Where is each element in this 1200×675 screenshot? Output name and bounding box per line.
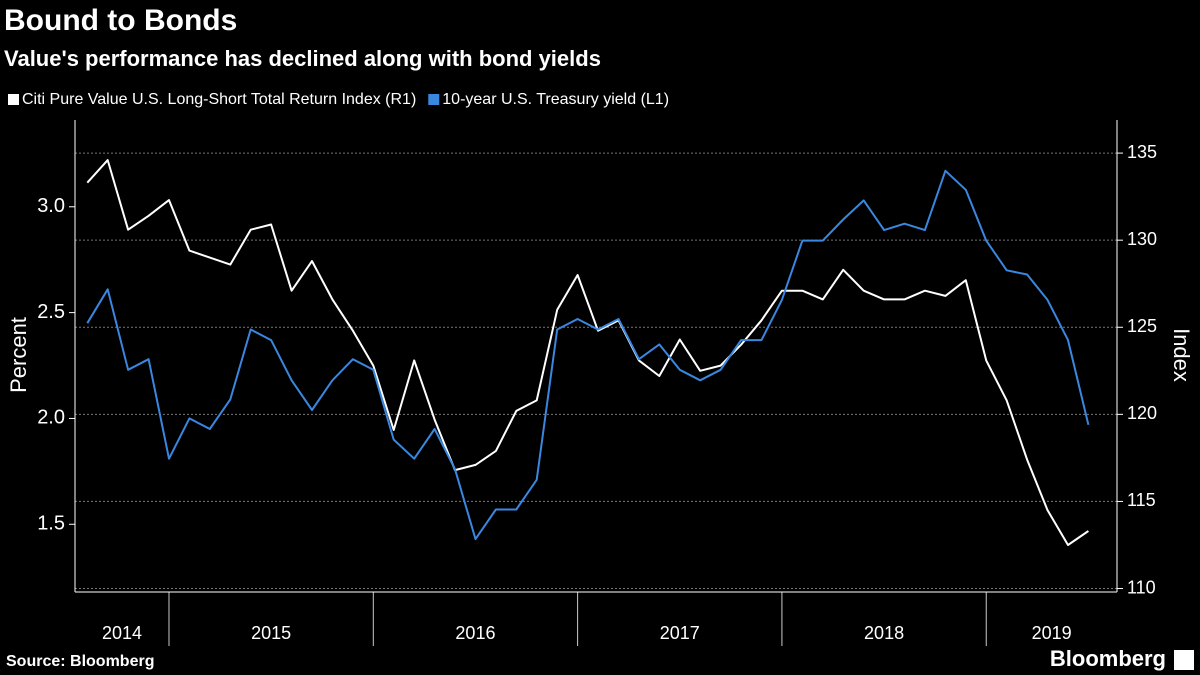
brand-icon: [1174, 650, 1194, 670]
y-tick-label: 3.0: [37, 195, 65, 217]
y2-tick-label: 110: [1127, 577, 1156, 597]
y-tick-label: 2.5: [37, 301, 65, 323]
x-tick-label: 2018: [864, 623, 904, 643]
y-axis-label: Percent: [6, 317, 31, 393]
x-tick-label: 2015: [251, 623, 291, 643]
legend-label: Citi Pure Value U.S. Long-Short Total Re…: [22, 91, 416, 108]
source-note: Source: Bloomberg: [6, 653, 154, 670]
x-tick-label: 2016: [455, 623, 495, 643]
y-tick-label: 2.0: [37, 407, 65, 429]
y-tick-label: 1.5: [37, 513, 65, 535]
series-line: [86, 159, 1089, 546]
legend-label: 10-year U.S. Treasury yield (L1): [442, 91, 669, 108]
y2-tick-label: 120: [1127, 403, 1157, 423]
x-tick-label: 2017: [660, 623, 700, 643]
chart-subtitle: Value's performance has declined along w…: [4, 46, 601, 71]
y2-tick-label: 130: [1127, 229, 1157, 249]
y2-tick-label: 115: [1127, 490, 1156, 510]
legend-swatch: [8, 94, 19, 105]
y2-tick-label: 125: [1127, 316, 1157, 336]
series-line: [86, 169, 1090, 541]
brand-logo: Bloomberg: [1050, 646, 1166, 671]
y2-axis-label: Index: [1169, 328, 1194, 382]
x-tick-label: 2014: [102, 623, 142, 643]
x-tick-label: 2019: [1032, 623, 1072, 643]
chart-title: Bound to Bonds: [4, 4, 237, 37]
legend-swatch: [428, 94, 440, 105]
y2-tick-label: 135: [1127, 142, 1157, 162]
